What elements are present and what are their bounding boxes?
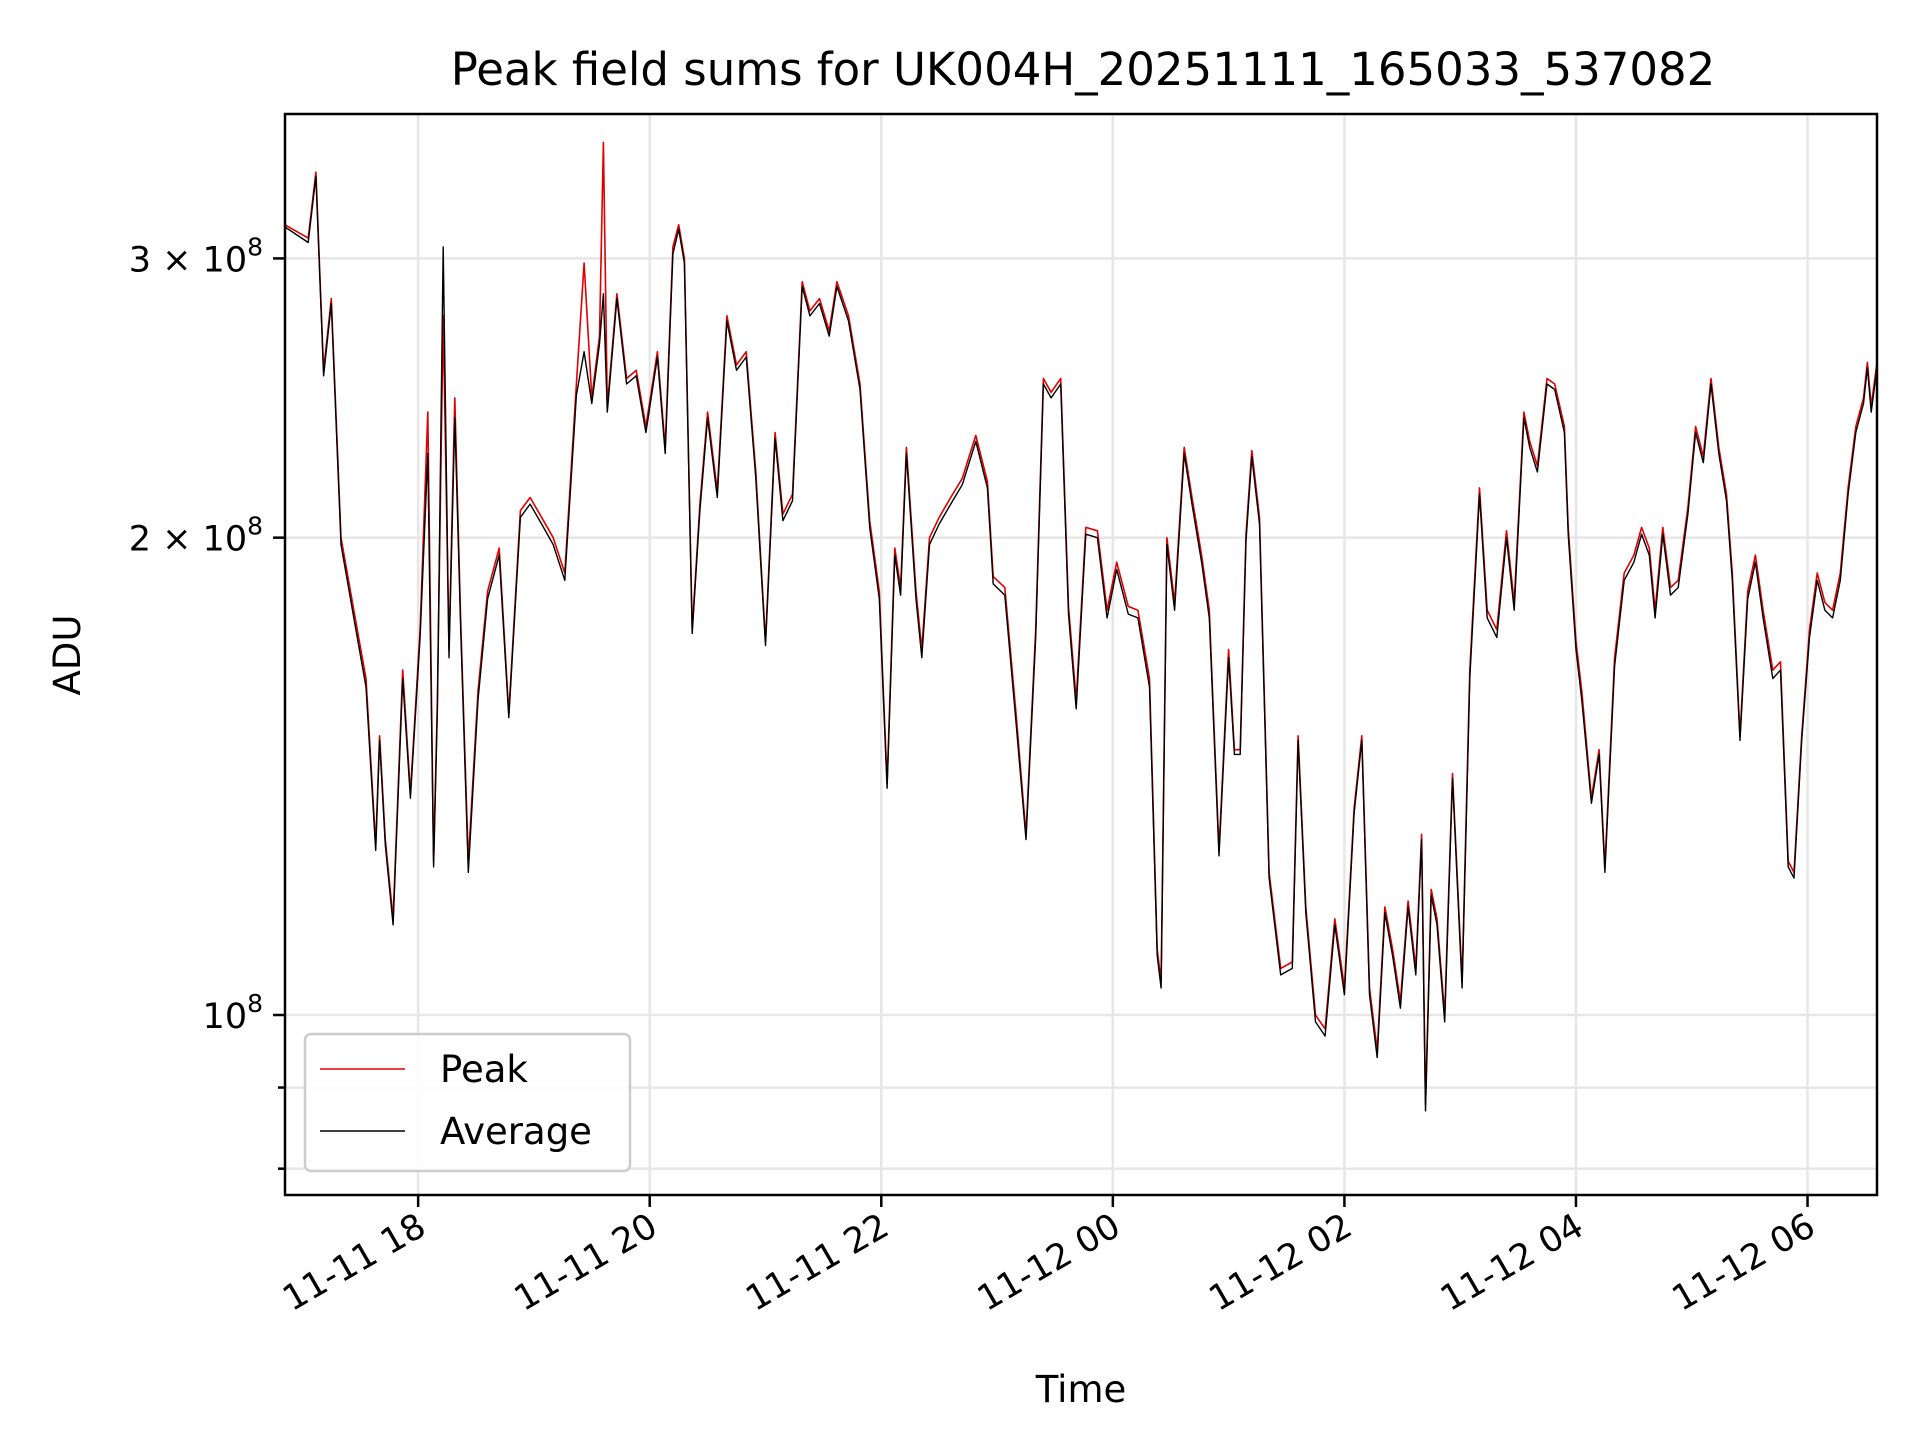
x-axis-label: Time	[1035, 1368, 1127, 1411]
y-tick-label: 3 × 108	[129, 232, 263, 280]
y-tick-label-base: 3 × 10	[129, 240, 247, 280]
series-layer	[285, 141, 1877, 1112]
plot-frame	[283, 112, 1879, 1197]
y-tick-label: 2 × 108	[129, 512, 263, 560]
legend: Peak Average	[303, 1032, 632, 1173]
y-axis-label: ADU	[46, 615, 89, 696]
chart-title: Peak field sums for UK004H_20251111_1650…	[451, 43, 1716, 96]
legend-label-peak: Peak	[440, 1048, 528, 1091]
y-tick-label-base: 10	[203, 997, 248, 1037]
y-tick-label-base: 2 × 10	[129, 520, 247, 560]
y-tick-label-exponent: 8	[247, 989, 263, 1018]
legend-label-average: Average	[440, 1110, 592, 1153]
y-tick-label: 108	[203, 989, 263, 1037]
y-tick-label-exponent: 8	[247, 232, 263, 261]
series-line-average	[285, 175, 1877, 1112]
y-tick-label-exponent: 8	[247, 512, 263, 541]
